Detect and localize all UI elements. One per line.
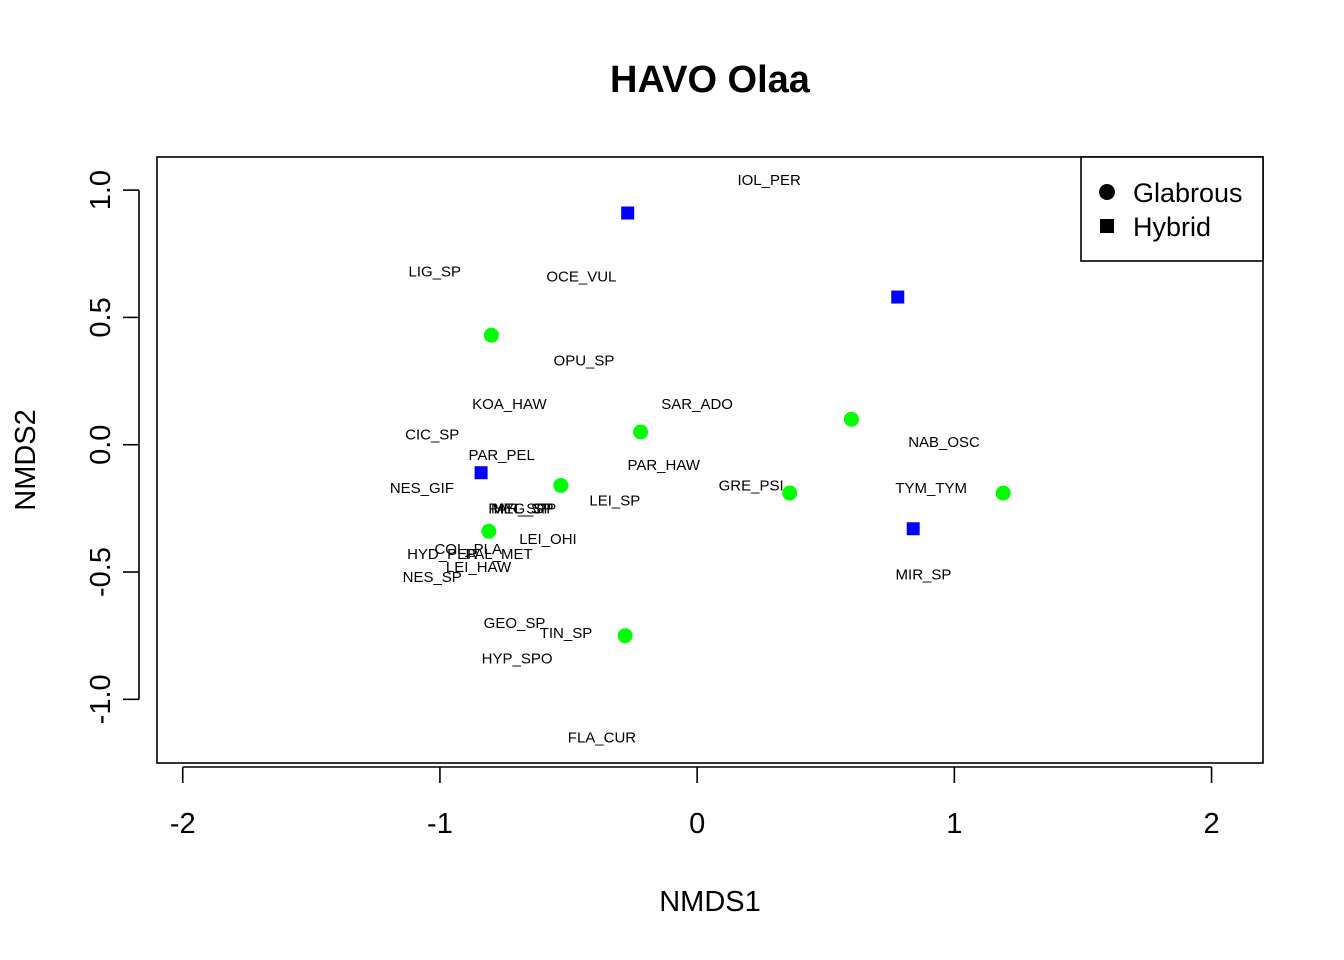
y-tick-label: 0.0 — [85, 425, 117, 465]
species-label: IOL_PER — [737, 172, 801, 189]
point-glabrous — [633, 424, 649, 440]
point-glabrous — [481, 523, 497, 539]
legend: Glabrous Hybrid — [1080, 156, 1264, 262]
point-glabrous — [995, 485, 1011, 501]
species-label: NES_SP — [403, 569, 462, 586]
y-tick-label: -1.0 — [85, 674, 117, 724]
species-label: HYP_SPO — [482, 651, 553, 668]
x-axis-label: NMDS1 — [659, 886, 761, 918]
species-label: HYL_SP — [493, 500, 551, 517]
species-label: SAR_ADO — [661, 396, 733, 413]
legend-label: Hybrid — [1133, 212, 1211, 242]
species-label: PAR_SPP — [488, 500, 556, 517]
point-glabrous — [843, 411, 859, 427]
y-axis-label: NMDS2 — [10, 409, 42, 511]
chart-title: HAVO Olaa — [610, 59, 811, 101]
data-points — [474, 206, 1011, 644]
species-label: GEO_SP — [484, 615, 546, 632]
y-axis: -1.0 -0.5 0.0 0.5 1.0 — [85, 170, 140, 724]
y-tick-label: 1.0 — [85, 170, 117, 210]
x-tick-label: -2 — [170, 808, 196, 840]
species-label: PAR_PEL — [468, 447, 534, 464]
point-glabrous — [782, 485, 798, 501]
y-tick-label: -0.5 — [85, 547, 117, 597]
x-tick-label: 0 — [689, 808, 705, 840]
species-label: TYM_TYM — [895, 480, 967, 497]
x-tick-label: -1 — [427, 808, 453, 840]
point-hybrid — [474, 466, 488, 480]
species-label: LIG_SP — [409, 264, 462, 281]
species-label: MEG_SP — [491, 500, 554, 517]
species-label: CIC_SP — [405, 427, 459, 444]
species-label: HYD_PER — [407, 546, 478, 563]
x-tick-label: 2 — [1203, 808, 1219, 840]
point-glabrous — [617, 628, 633, 644]
species-label: KOA_HAW — [472, 396, 547, 413]
y-tick-label: 0.5 — [85, 297, 117, 337]
x-axis: -2 -1 0 1 2 — [170, 766, 1220, 840]
legend-circle-icon — [1099, 184, 1115, 200]
species-label: LEI_HAW — [446, 559, 512, 576]
species-label: FLA_CUR — [568, 730, 637, 747]
species-label: OCE_VUL — [546, 269, 616, 286]
point-hybrid — [891, 290, 905, 304]
species-label: NES_GIF — [390, 480, 454, 497]
plot-frame — [156, 156, 1264, 764]
point-hybrid — [621, 206, 635, 220]
species-label: NAB_OSC — [908, 434, 980, 451]
legend-box — [1080, 156, 1264, 262]
point-glabrous — [483, 327, 499, 343]
species-label: COL_PLA — [434, 541, 502, 558]
species-label: GRE_PSI — [719, 477, 784, 494]
species-label: TIN_SP — [540, 625, 593, 642]
point-glabrous — [553, 477, 569, 493]
species-label: LEI_SP — [589, 493, 640, 510]
legend-label: Glabrous — [1133, 178, 1243, 208]
species-labels: IOL_PER LIG_SP OCE_VUL OPU_SP KOA_HAW SAR_ADO… — [390, 172, 980, 747]
point-hybrid — [906, 522, 920, 536]
legend-square-icon — [1100, 219, 1114, 233]
species-label: PAR_HAW — [627, 457, 700, 474]
species-label: LEI_OHI — [519, 531, 577, 548]
species-label: PAL_MET — [465, 546, 532, 563]
x-tick-label: 1 — [946, 808, 962, 840]
species-label: MIR_SP — [896, 567, 952, 584]
species-label: OPU_SP — [554, 353, 615, 370]
